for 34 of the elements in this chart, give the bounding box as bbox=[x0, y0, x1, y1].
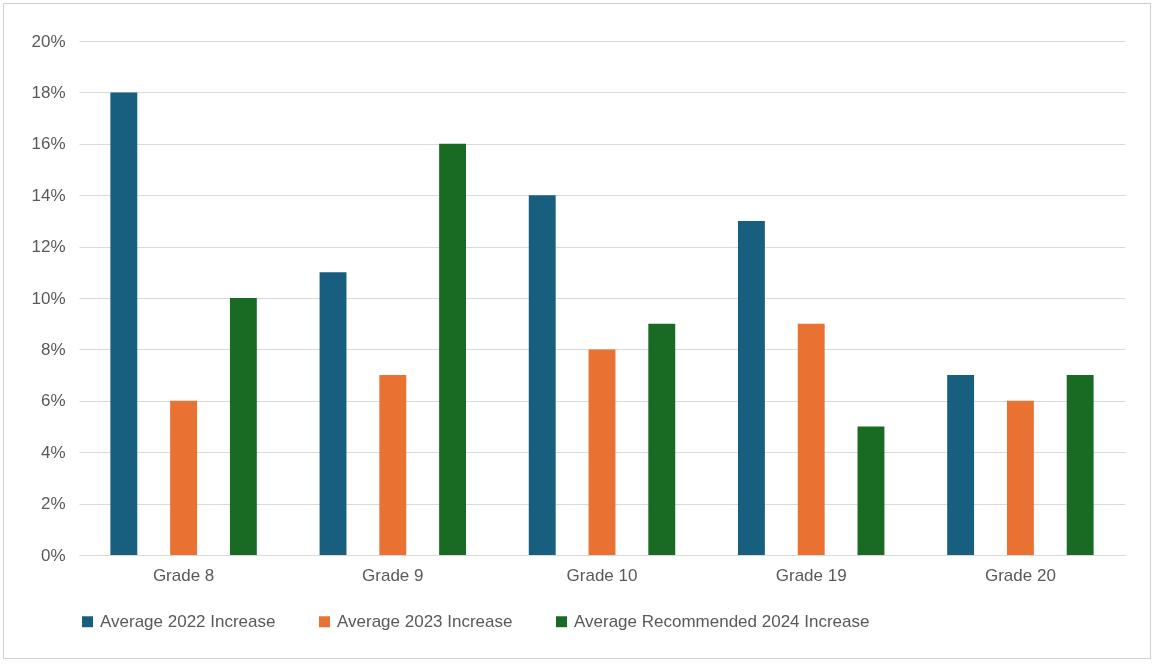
bar bbox=[528, 195, 556, 555]
y-tick-label: 0% bbox=[40, 545, 66, 565]
bar bbox=[947, 375, 975, 555]
bar bbox=[170, 400, 198, 555]
bar bbox=[229, 298, 257, 555]
y-tick-label: 10% bbox=[31, 288, 66, 308]
bar bbox=[110, 92, 138, 555]
bar bbox=[319, 272, 347, 555]
bar bbox=[797, 323, 825, 555]
y-tick-label: 4% bbox=[40, 442, 66, 462]
bar bbox=[379, 375, 407, 555]
x-tick-label: Grade 8 bbox=[152, 565, 215, 585]
legend-label: Average 2023 Increase bbox=[337, 611, 513, 631]
x-tick-label: Grade 19 bbox=[775, 565, 847, 585]
x-tick-label: Grade 20 bbox=[984, 565, 1056, 585]
legend-label: Average Recommended 2024 Increase bbox=[574, 611, 870, 631]
y-tick-label: 6% bbox=[40, 391, 66, 411]
x-tick-label: Grade 10 bbox=[566, 565, 638, 585]
y-tick-label: 20% bbox=[31, 31, 66, 51]
bar bbox=[648, 323, 676, 555]
y-tick-label: 16% bbox=[31, 134, 66, 154]
y-tick-label: 12% bbox=[31, 237, 66, 257]
x-tick-label: Grade 9 bbox=[362, 565, 424, 585]
bar bbox=[857, 426, 885, 555]
bar bbox=[439, 143, 467, 555]
bar bbox=[588, 349, 616, 555]
bar bbox=[1006, 400, 1034, 555]
y-tick-label: 14% bbox=[31, 185, 66, 205]
legend-label: Average 2022 Increase bbox=[100, 611, 276, 631]
bar bbox=[737, 220, 765, 555]
bar bbox=[1066, 375, 1094, 555]
y-tick-label: 2% bbox=[40, 494, 66, 514]
y-tick-label: 8% bbox=[40, 339, 66, 359]
y-tick-label: 18% bbox=[31, 82, 66, 102]
